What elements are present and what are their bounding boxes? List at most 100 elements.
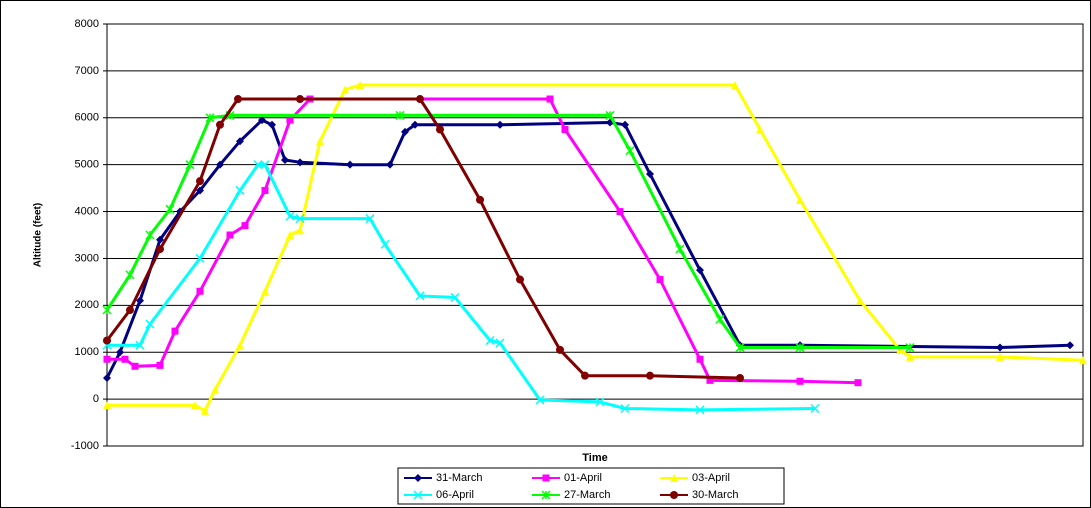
marker — [116, 348, 124, 357]
legend-marker — [542, 474, 550, 482]
marker — [796, 195, 804, 204]
marker — [131, 362, 139, 370]
marker — [216, 120, 224, 129]
marker — [286, 116, 294, 124]
marker — [102, 305, 112, 315]
marker — [401, 127, 409, 136]
legend-label: 30-March — [692, 489, 738, 501]
marker — [795, 343, 805, 353]
marker — [905, 343, 915, 353]
marker — [286, 231, 294, 239]
y-tick-label: 4000 — [75, 205, 99, 217]
marker — [165, 204, 175, 214]
x-axis-label: Time — [582, 452, 607, 464]
legend-box — [397, 467, 785, 505]
marker — [516, 275, 524, 284]
marker — [620, 403, 630, 414]
y-tick-label: 3000 — [75, 252, 99, 264]
marker — [595, 397, 605, 407]
legend-marker — [414, 474, 422, 482]
marker — [211, 385, 219, 394]
marker — [675, 244, 685, 254]
marker — [103, 336, 111, 345]
marker — [103, 355, 111, 363]
marker — [695, 405, 705, 415]
marker — [341, 85, 349, 94]
marker — [731, 80, 739, 89]
marker — [625, 146, 635, 156]
legend-marker — [541, 490, 551, 500]
marker — [496, 120, 504, 129]
marker — [296, 226, 304, 235]
marker — [145, 230, 155, 240]
marker — [253, 160, 263, 170]
marker — [295, 214, 305, 224]
marker — [145, 319, 155, 329]
marker — [996, 343, 1004, 352]
y-tick-label: 5000 — [75, 159, 99, 171]
marker — [706, 376, 714, 384]
marker — [296, 158, 304, 167]
marker — [581, 371, 589, 380]
legend-label: 27-March — [564, 489, 610, 501]
marker — [756, 125, 764, 134]
marker — [365, 214, 375, 224]
marker — [810, 403, 820, 414]
marker — [535, 395, 545, 405]
marker — [126, 306, 134, 315]
marker — [185, 160, 195, 170]
marker — [856, 296, 864, 305]
marker — [736, 374, 744, 383]
marker — [616, 208, 624, 216]
marker — [156, 235, 164, 244]
y-tick-label: 7000 — [75, 65, 99, 77]
marker — [561, 126, 569, 133]
marker — [296, 95, 304, 104]
marker — [715, 314, 725, 324]
marker — [260, 160, 270, 170]
line — [107, 163, 816, 412]
marker — [996, 352, 1004, 361]
marker — [495, 338, 505, 348]
marker — [556, 345, 564, 354]
marker — [646, 170, 654, 179]
marker — [156, 245, 164, 254]
marker — [201, 406, 209, 415]
legend-label: 06-April — [436, 489, 474, 501]
marker — [316, 137, 324, 146]
marker — [436, 125, 444, 134]
marker — [415, 291, 425, 301]
marker — [796, 377, 804, 385]
marker — [896, 345, 904, 354]
y-tick-label: -1000 — [71, 440, 99, 452]
y-tick-label: 6000 — [75, 112, 99, 124]
marker — [236, 341, 244, 350]
marker — [380, 239, 390, 249]
marker — [121, 355, 129, 363]
marker — [646, 371, 654, 380]
marker — [656, 276, 664, 284]
marker — [103, 374, 111, 383]
marker — [395, 110, 405, 120]
marker — [205, 113, 215, 123]
marker — [416, 95, 424, 104]
marker — [234, 95, 242, 104]
marker — [450, 292, 460, 302]
legend-marker — [670, 474, 678, 482]
marker — [485, 335, 495, 346]
legend-label: 03-April — [692, 472, 730, 484]
legend-marker — [670, 491, 678, 499]
marker — [171, 327, 179, 335]
marker — [191, 401, 199, 410]
marker — [476, 195, 484, 204]
marker — [356, 80, 364, 89]
marker — [103, 401, 111, 410]
marker — [241, 222, 249, 230]
marker — [195, 253, 205, 263]
y-axis-label: Altitude (feet) — [33, 203, 44, 267]
marker — [386, 160, 394, 169]
marker — [735, 343, 745, 353]
